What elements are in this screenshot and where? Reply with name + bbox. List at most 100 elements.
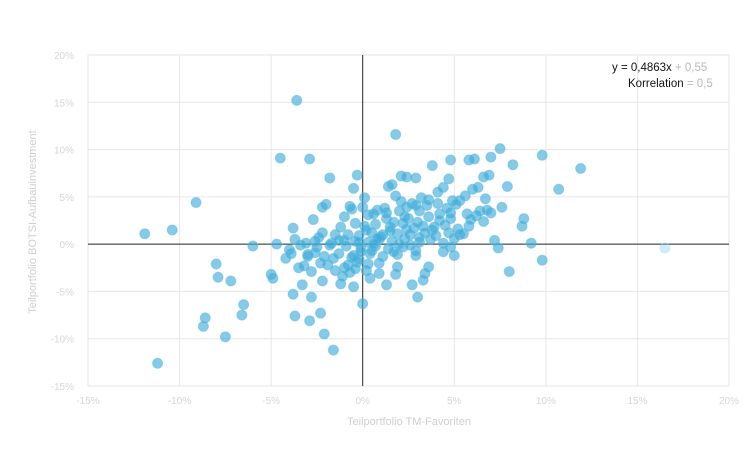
data-point[interactable] [393, 238, 405, 250]
data-point[interactable] [432, 186, 444, 198]
data-point[interactable] [305, 291, 317, 303]
data-point[interactable] [379, 202, 391, 214]
data-point[interactable] [410, 199, 422, 211]
data-point[interactable] [381, 279, 393, 291]
data-point[interactable] [324, 172, 336, 184]
data-point[interactable] [296, 279, 308, 291]
data-point[interactable] [212, 271, 224, 283]
data-point[interactable] [349, 217, 361, 229]
data-point[interactable] [139, 228, 151, 240]
data-point[interactable] [496, 201, 508, 213]
data-point[interactable] [298, 260, 310, 272]
data-point[interactable] [346, 251, 358, 263]
data-point[interactable] [390, 128, 402, 140]
data-point[interactable] [536, 149, 548, 161]
data-point[interactable] [357, 298, 369, 310]
data-point[interactable] [316, 275, 328, 287]
data-point[interactable] [406, 279, 418, 291]
data-point[interactable] [307, 214, 319, 226]
data-point[interactable] [448, 232, 460, 244]
data-point[interactable] [210, 258, 222, 270]
data-point[interactable] [348, 281, 360, 293]
data-point[interactable] [373, 267, 385, 279]
data-point[interactable] [316, 201, 328, 213]
data-point[interactable] [359, 192, 371, 204]
data-point[interactable] [304, 315, 316, 327]
data-point[interactable] [404, 239, 416, 251]
data-point[interactable] [318, 328, 330, 340]
data-point[interactable] [333, 234, 345, 246]
data-point[interactable] [313, 232, 325, 244]
data-point[interactable] [410, 249, 422, 261]
data-point[interactable] [324, 239, 336, 251]
data-point[interactable] [166, 224, 178, 236]
data-point[interactable] [219, 331, 231, 343]
data-point[interactable] [300, 237, 312, 249]
data-point[interactable] [190, 197, 202, 209]
data-point[interactable] [501, 180, 513, 192]
data-point[interactable] [575, 162, 587, 174]
data-point[interactable] [364, 272, 376, 284]
data-point[interactable] [327, 344, 339, 356]
data-point[interactable] [445, 213, 457, 225]
data-point[interactable] [327, 252, 339, 264]
data-point[interactable] [448, 249, 460, 261]
data-point[interactable] [225, 275, 237, 287]
data-point[interactable] [335, 221, 347, 233]
data-point[interactable] [360, 224, 372, 236]
data-point[interactable] [413, 232, 425, 244]
data-point[interactable] [355, 246, 367, 258]
data-point[interactable] [368, 208, 380, 220]
data-point[interactable] [415, 192, 427, 204]
data-point-faded[interactable] [659, 242, 671, 254]
data-point[interactable] [507, 159, 519, 171]
data-point[interactable] [457, 228, 469, 240]
data-point[interactable] [525, 237, 537, 249]
data-point[interactable] [392, 261, 404, 273]
data-point[interactable] [443, 173, 455, 185]
data-point[interactable] [401, 171, 413, 183]
data-point[interactable] [291, 94, 303, 106]
data-point[interactable] [494, 143, 506, 155]
data-point[interactable] [432, 197, 444, 209]
data-point[interactable] [309, 247, 321, 259]
data-point[interactable] [152, 357, 164, 369]
data-point[interactable] [381, 213, 393, 225]
data-point[interactable] [305, 266, 317, 278]
data-point[interactable] [287, 288, 299, 300]
data-point[interactable] [437, 246, 449, 258]
data-point[interactable] [441, 202, 453, 214]
data-point[interactable] [384, 225, 396, 237]
data-point[interactable] [516, 220, 528, 232]
data-point[interactable] [434, 215, 446, 226]
data-point[interactable] [238, 299, 250, 311]
data-point[interactable] [445, 154, 457, 166]
data-point[interactable] [401, 223, 413, 235]
data-point[interactable] [536, 254, 548, 266]
data-point[interactable] [485, 151, 497, 163]
data-point[interactable] [348, 182, 360, 194]
data-point[interactable] [479, 193, 491, 205]
data-point[interactable] [478, 215, 490, 227]
data-point[interactable] [395, 196, 407, 208]
data-point[interactable] [337, 270, 349, 282]
data-point[interactable] [388, 246, 400, 258]
data-point[interactable] [424, 233, 436, 245]
data-point[interactable] [340, 240, 352, 252]
data-point[interactable] [197, 320, 209, 332]
data-point[interactable] [399, 211, 411, 223]
data-point[interactable] [373, 257, 385, 269]
data-point[interactable] [304, 153, 316, 165]
data-point[interactable] [329, 265, 341, 277]
data-point[interactable] [417, 274, 429, 286]
data-point[interactable] [450, 198, 462, 210]
data-point[interactable] [351, 169, 363, 181]
data-point[interactable] [236, 309, 248, 321]
data-point[interactable] [357, 201, 369, 213]
data-point[interactable] [503, 266, 515, 278]
data-point[interactable] [412, 291, 424, 303]
data-point[interactable] [267, 272, 279, 284]
data-point[interactable] [271, 238, 283, 250]
data-point[interactable] [421, 199, 433, 211]
data-point[interactable] [247, 240, 259, 252]
